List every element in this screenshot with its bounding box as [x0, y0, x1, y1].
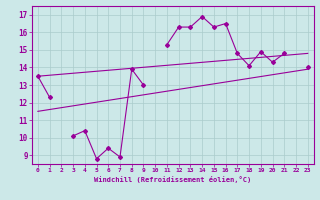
X-axis label: Windchill (Refroidissement éolien,°C): Windchill (Refroidissement éolien,°C)	[94, 176, 252, 183]
